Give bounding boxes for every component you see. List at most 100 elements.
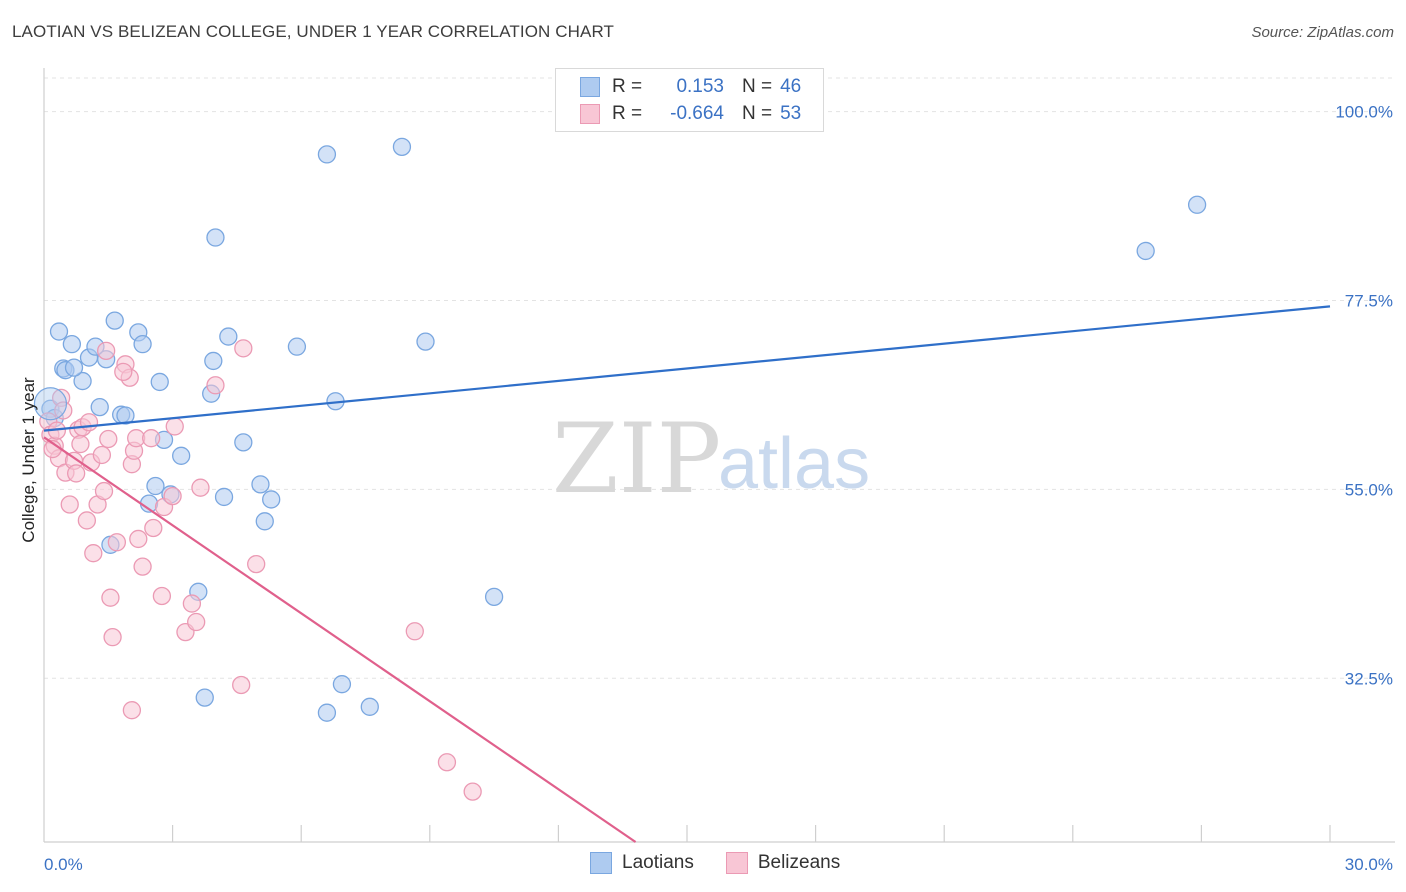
series-legend-belizeans: Belizeans [725, 852, 841, 874]
data-point-laotians [251, 475, 270, 494]
series-label-laotians: Laotians [622, 852, 694, 873]
legend-n-label: N = [742, 76, 773, 97]
data-point-laotians [287, 337, 307, 356]
data-point-belizeans [92, 445, 112, 465]
data-point-belizeans [99, 429, 118, 449]
data-point-laotians [73, 371, 92, 391]
data-point-belizeans [122, 701, 142, 720]
data-point-laotians [116, 406, 135, 425]
data-point-laotians [262, 490, 281, 509]
data-points [33, 137, 1207, 801]
legend-r-label: R = [612, 76, 643, 97]
data-point-laotians [62, 334, 82, 354]
data-point-laotians [416, 332, 435, 351]
legend-swatch-laotians [580, 77, 600, 97]
data-point-laotians [33, 387, 68, 421]
data-point-belizeans [129, 529, 148, 549]
data-point-belizeans [79, 413, 99, 432]
data-point-laotians [392, 137, 412, 156]
data-point-laotians [206, 228, 225, 247]
data-point-belizeans [142, 429, 161, 448]
data-point-belizeans [54, 401, 73, 420]
data-point-belizeans [71, 434, 90, 454]
y-axis-label: College, Under 1 year [19, 377, 38, 543]
data-point-laotians [146, 476, 165, 496]
legend-n-label: N = [742, 103, 773, 124]
legend-row-laotians: R = 0.153 N = 46 [580, 75, 801, 99]
chart-title: LAOTIAN VS BELIZEAN COLLEGE, UNDER 1 YEA… [12, 22, 614, 41]
legend-n-value: 46 [780, 76, 802, 97]
y-tick-labels: 32.5% 55.0% 77.5% 100.0% [1335, 103, 1393, 689]
data-point-belizeans [133, 557, 152, 576]
legend-r-value: 0.153 [676, 76, 724, 97]
data-point-belizeans [107, 533, 127, 552]
data-point-belizeans [144, 518, 163, 538]
y-tick-label: 77.5% [1345, 291, 1393, 310]
data-point-belizeans [101, 588, 120, 607]
data-point-belizeans [77, 511, 97, 530]
data-point-laotians [172, 446, 191, 465]
data-point-belizeans [187, 612, 206, 632]
series-legend: Laotians Belizeans [590, 852, 872, 874]
grid-lines [44, 77, 1395, 679]
legend-r-value: -0.664 [670, 103, 724, 124]
legend-n-value: 53 [780, 103, 802, 124]
data-point-laotians [317, 703, 337, 722]
data-point-belizeans [97, 341, 116, 361]
data-point-belizeans [247, 554, 266, 574]
data-point-belizeans [163, 486, 182, 506]
series-swatch-laotians [590, 852, 612, 874]
y-tick-label: 32.5% [1345, 669, 1393, 688]
data-point-belizeans [103, 627, 122, 647]
data-point-belizeans [232, 675, 251, 695]
data-point-belizeans [67, 464, 86, 483]
x-tick-label: 0.0% [44, 855, 83, 874]
data-point-belizeans [84, 544, 103, 563]
x-tick-labels: 0.0% 30.0% [44, 855, 1393, 874]
legend-r-label: R = [612, 103, 643, 124]
data-point-laotians [150, 372, 169, 392]
data-point-belizeans [206, 376, 225, 395]
data-point-laotians [360, 697, 379, 716]
axes [43, 68, 1395, 843]
data-point-laotians [195, 688, 214, 707]
data-point-laotians [484, 587, 504, 606]
data-point-belizeans [405, 622, 424, 641]
legend-row-belizeans: R = -0.664 N = 53 [580, 102, 801, 126]
trend-line-laotians [43, 305, 1331, 432]
trend-line-belizeans [43, 436, 637, 843]
series-legend-laotians: Laotians [590, 852, 694, 874]
data-point-laotians [64, 358, 84, 377]
data-point-laotians [90, 397, 109, 417]
data-point-belizeans [114, 362, 133, 381]
data-point-laotians [214, 487, 234, 507]
data-point-belizeans [182, 594, 202, 613]
data-point-laotians [234, 433, 253, 452]
data-point-belizeans [234, 339, 253, 358]
series-swatch-belizeans [725, 852, 748, 874]
chart-source: Source: ZipAtlas.com [1251, 24, 1394, 41]
data-point-laotians [255, 512, 274, 531]
y-tick-label: 55.0% [1345, 480, 1393, 499]
data-point-laotians [1136, 241, 1155, 261]
series-label-belizeans: Belizeans [757, 852, 841, 873]
data-point-laotians [332, 675, 352, 694]
watermark-atlas: atlas [718, 424, 870, 504]
correlation-legend: R = 0.153 N = 46 R = -0.664 N = 53 [555, 68, 824, 132]
data-point-belizeans [191, 478, 210, 497]
trend-lines [43, 305, 1331, 843]
legend-swatch-belizeans [580, 104, 600, 124]
data-point-belizeans [94, 481, 114, 501]
data-point-belizeans [463, 782, 482, 801]
data-point-laotians [49, 322, 69, 341]
data-point-belizeans [437, 753, 457, 772]
data-point-laotians [219, 327, 238, 346]
data-point-belizeans [165, 417, 184, 436]
watermark: ZIP atlas [552, 403, 870, 515]
x-tick-label: 30.0% [1345, 855, 1393, 874]
y-tick-label: 100.0% [1335, 103, 1393, 122]
watermark-zip: ZIP [552, 403, 721, 515]
data-point-belizeans [60, 495, 79, 514]
data-point-laotians [317, 145, 337, 164]
